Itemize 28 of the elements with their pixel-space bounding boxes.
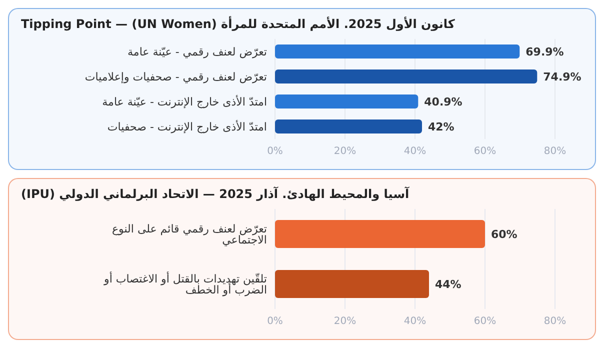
y-tick-label: تعرّض لعنف رقمي - عيّنة عامة xyxy=(128,45,267,58)
data-label: 69.9% xyxy=(526,46,564,58)
data-label: 40.9% xyxy=(424,96,462,108)
x-tick-label: 60% xyxy=(474,146,496,158)
data-label: 74.9% xyxy=(543,70,582,84)
data-label: 42% xyxy=(428,120,454,134)
data-label: 60% xyxy=(491,228,518,241)
bar xyxy=(275,70,538,84)
y-tick-label: تعرّض لعنف رقمي - صحفيات وإعلاميات xyxy=(84,70,267,84)
y-tick-label: امتدّ الأذى خارج الإنترنت - صحفيات xyxy=(107,119,267,134)
y-tick-label: امتدّ الأذى خارج الإنترنت - عيّنة عامة xyxy=(102,94,267,108)
data-label: 44% xyxy=(435,278,462,291)
x-tick-label: 40% xyxy=(404,146,426,158)
x-tick-label: 40% xyxy=(404,316,426,328)
chart-title: آسيا والمحيط الهادئ. آذار 2025 — الاتحاد البرلماني الدولي (IPU) xyxy=(20,187,410,201)
bar xyxy=(275,120,422,134)
x-tick-label: 20% xyxy=(334,316,356,328)
chart-title: كانون الأول 2025. الأمم المتحدة للمرأة (UN Women) — Tipping Point xyxy=(20,17,456,31)
x-tick-label: 20% xyxy=(334,146,356,158)
x-tick-label: 0% xyxy=(267,146,283,158)
y-tick-label: تعرّض لعنف رقمي قائم على النوع الاجتماعي xyxy=(112,222,267,246)
x-tick-label: 80% xyxy=(544,146,566,158)
x-tick-label: 80% xyxy=(544,316,566,328)
y-tick-label: تلقّين تهديدات بالقتل أو الاغتصاب أو الضرب أو الخطف xyxy=(103,271,267,296)
x-tick-label: 60% xyxy=(474,316,496,328)
x-tick-label: 0% xyxy=(267,316,283,328)
bar xyxy=(275,94,418,108)
bar xyxy=(275,44,520,58)
